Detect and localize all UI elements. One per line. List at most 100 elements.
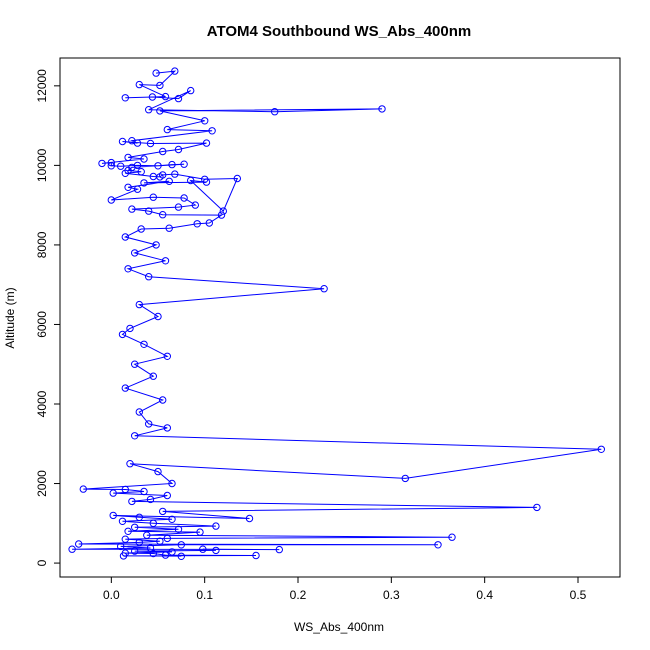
x-axis: 0.0 0.1 0.2 0.3 0.4 0.5 (103, 576, 587, 602)
data-point (233, 174, 242, 183)
data-point (121, 485, 130, 494)
data-point (148, 93, 157, 101)
data-point (163, 491, 172, 500)
data-point (597, 445, 605, 453)
data-point (245, 514, 254, 523)
data-point (145, 273, 153, 281)
data-point (161, 257, 170, 265)
data-point (118, 330, 127, 339)
series-points (68, 67, 605, 560)
y-tick-label: 12000 (35, 69, 49, 103)
data-point (79, 485, 88, 493)
data-point (177, 552, 186, 560)
data-point (118, 137, 127, 146)
data-point (533, 503, 541, 512)
data-point (146, 495, 155, 504)
data-point (156, 81, 164, 90)
data-point (121, 233, 130, 241)
data-point (378, 105, 386, 113)
x-axis-label: WS_Abs_400nm (294, 620, 384, 634)
data-point (161, 551, 170, 559)
data-point (163, 352, 172, 360)
data-point (154, 312, 162, 321)
data-point (187, 86, 195, 95)
data-point (434, 541, 442, 549)
data-point (98, 159, 106, 168)
data-point (159, 396, 167, 404)
data-point (156, 107, 164, 115)
data-point (68, 545, 76, 553)
data-point (145, 106, 153, 114)
data-point (205, 219, 214, 227)
data-point (140, 179, 148, 187)
data-point (135, 513, 144, 521)
data-point (152, 69, 160, 77)
data-point (196, 528, 204, 536)
data-point (135, 300, 144, 309)
data-point (121, 169, 130, 178)
x-tick-label: 0.2 (290, 588, 307, 602)
data-point (109, 489, 117, 497)
data-point (187, 176, 195, 185)
data-point (275, 545, 283, 554)
data-point (208, 127, 216, 135)
data-point (401, 474, 409, 483)
x-tick-label: 0.3 (383, 588, 400, 602)
data-point (202, 139, 211, 147)
data-point (168, 548, 176, 556)
data-point (212, 522, 220, 530)
data-point (131, 547, 139, 555)
data-point (107, 158, 116, 167)
data-point (201, 117, 209, 125)
y-tick-label: 4000 (35, 390, 49, 417)
data-point (180, 160, 188, 168)
data-point (135, 408, 144, 416)
data-point (145, 207, 153, 215)
y-axis: 0 2000 4000 6000 8000 10000 12000 (35, 69, 61, 566)
y-tick-label: 8000 (35, 231, 49, 258)
data-point (159, 147, 167, 156)
data-point (146, 139, 155, 148)
data-point (174, 145, 183, 154)
data-point (163, 534, 172, 543)
data-point (159, 171, 167, 179)
data-point (168, 515, 176, 523)
data-point (154, 467, 162, 476)
data-point (174, 94, 183, 103)
data-point (191, 201, 200, 209)
data-point (131, 432, 139, 440)
data-point (143, 531, 151, 539)
data-point (174, 203, 183, 211)
data-point (137, 168, 145, 176)
y-axis-label: Altitude (m) (3, 287, 17, 348)
data-point (124, 183, 132, 192)
y-tick-label: 2000 (35, 470, 49, 497)
data-point (159, 211, 167, 219)
data-point (320, 285, 328, 293)
data-point (219, 207, 228, 215)
data-point (212, 546, 220, 555)
data-point (117, 542, 125, 551)
data-point (217, 211, 226, 219)
data-point (193, 220, 201, 228)
data-point (75, 540, 83, 548)
data-point (161, 92, 170, 101)
data-point (149, 372, 158, 380)
data-point (131, 360, 139, 368)
data-point (174, 525, 183, 533)
data-point (117, 162, 125, 170)
data-point (133, 185, 142, 193)
series-lines (72, 70, 602, 557)
data-point (131, 523, 139, 531)
data-point (177, 541, 186, 549)
data-point (109, 511, 117, 520)
data-point (135, 80, 144, 89)
data-point (168, 479, 176, 488)
data-point (118, 517, 127, 525)
data-point (128, 205, 136, 213)
data-point (163, 125, 172, 134)
data-point (252, 551, 260, 560)
data-point (119, 552, 128, 560)
data-point (121, 94, 130, 102)
data-point (140, 340, 148, 348)
